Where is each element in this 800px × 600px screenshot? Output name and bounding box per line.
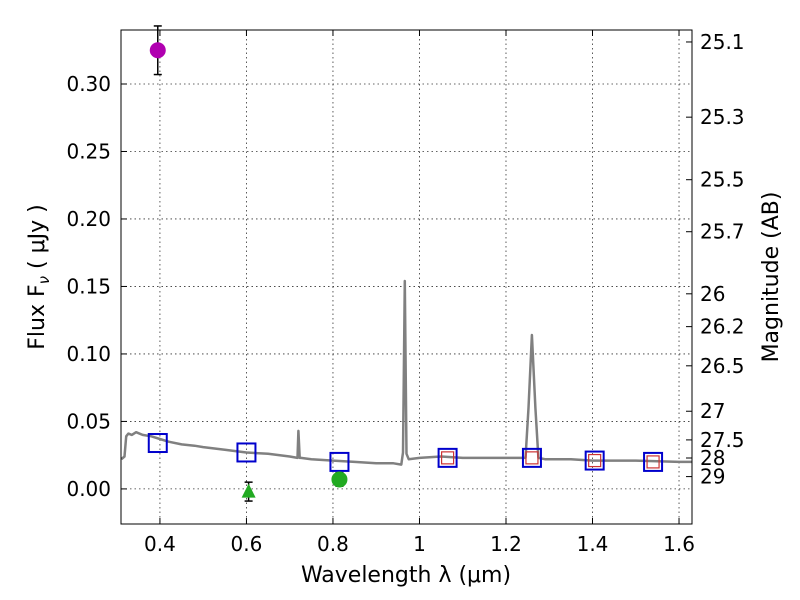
y-axis-label-subscript: ν <box>35 276 53 284</box>
observed-hst-marker <box>646 455 660 469</box>
x-tick-label: 0.6 <box>231 532 263 556</box>
y2-tick-label: 26 <box>700 282 725 306</box>
y2-tick-label: 25.5 <box>700 168 745 192</box>
observed-hst-marker <box>588 453 602 468</box>
y2-tick-label: 25.7 <box>700 220 745 244</box>
x-axis-label: Wavelength λ (μm) <box>301 563 511 588</box>
y2-tick-label: 26.2 <box>700 315 745 339</box>
model-photometry-marker <box>147 433 168 454</box>
model-photometry-marker <box>521 447 542 468</box>
model-photometry-marker <box>329 451 350 472</box>
x-tick-label: 0.8 <box>317 532 349 556</box>
y2-tick-label: 27.5 <box>700 428 745 452</box>
y-axis-label: Flux Fν ( μJy ) <box>25 204 53 349</box>
x-tick-label: 1.6 <box>663 532 695 556</box>
model-sed-line <box>120 279 692 466</box>
upper-limit-marker <box>241 483 256 498</box>
data-layer <box>120 25 692 502</box>
x-tick-label: 1.4 <box>577 532 609 556</box>
model-photometry-marker <box>236 442 257 463</box>
detection-green-marker <box>331 471 348 488</box>
y2-tick-label: 25.3 <box>700 105 745 129</box>
model-photometry-marker <box>437 447 458 468</box>
x-tick-label: 1.2 <box>490 532 522 556</box>
x-tick-label: 0.4 <box>144 532 176 556</box>
y-axis-label-unit: ( μJy ) <box>25 204 50 276</box>
y-tick-label: 0.10 <box>66 342 111 366</box>
y2-axis-label: Magnitude (AB) <box>759 192 784 363</box>
plot-frame <box>120 29 693 525</box>
y-tick-label: 0.15 <box>66 274 111 298</box>
model-photometry-marker <box>643 451 664 472</box>
observed-hst-marker <box>525 451 539 465</box>
y-tick-label: 0.00 <box>66 477 111 501</box>
observed-hst-marker <box>440 451 455 465</box>
y2-tick-label: 25.1 <box>700 30 745 54</box>
y2-tick-label: 29 <box>700 465 725 489</box>
model-photometry-marker <box>584 450 605 471</box>
y-axis-label-main: Flux F <box>25 284 50 349</box>
tick-layer: 0.4 0.6 0.8 1 1.2 1.4 1.6 0.00 0.05 0.10 0.15 0.20 0… <box>66 30 744 556</box>
detection-magenta-marker <box>149 42 166 59</box>
y-tick-label: 0.30 <box>66 72 111 96</box>
y-tick-label: 0.05 <box>66 409 111 433</box>
y2-tick-label: 27 <box>700 399 725 423</box>
y2-tick-label: 28 <box>700 446 725 470</box>
x-tick-label: 1 <box>413 532 426 556</box>
y2-tick-label: 26.5 <box>700 354 745 378</box>
y-tick-label: 0.20 <box>66 207 111 231</box>
grid-layer <box>121 30 692 524</box>
y-tick-label: 0.25 <box>66 139 111 163</box>
